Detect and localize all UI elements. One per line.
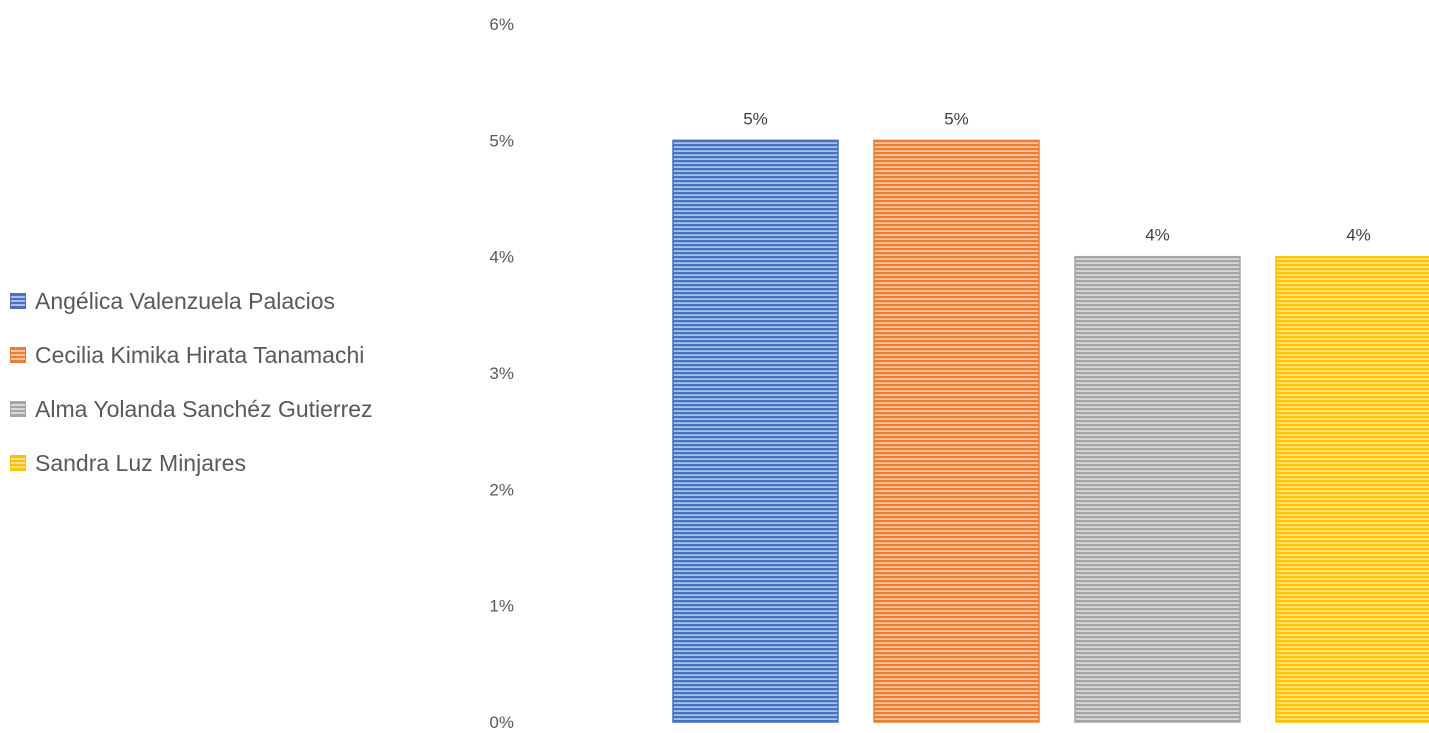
y-tick-label: 6% <box>489 15 514 34</box>
legend-label: Sandra Luz Minjares <box>35 449 246 476</box>
y-tick-label: 1% <box>489 597 514 616</box>
data-label: 5% <box>743 109 768 128</box>
legend-label: Cecilia Kimika Hirata Tanamachi <box>35 341 365 368</box>
legend-item: Alma Yolanda Sanchéz Gutierrez <box>10 382 373 436</box>
legend-swatch <box>10 455 26 471</box>
y-tick-label: 3% <box>489 364 514 383</box>
legend-label: Alma Yolanda Sanchéz Gutierrez <box>35 395 373 422</box>
legend: Angélica Valenzuela Palacios Cecilia Kimi… <box>10 274 373 490</box>
legend-item: Sandra Luz Minjares <box>10 436 373 490</box>
legend-item: Angélica Valenzuela Palacios <box>10 274 373 328</box>
data-label: 5% <box>944 109 969 128</box>
bar <box>1275 255 1429 723</box>
bar <box>1074 255 1241 723</box>
bars <box>672 139 1429 723</box>
y-tick-label: 4% <box>489 248 514 267</box>
bar <box>672 139 839 723</box>
data-labels: 5% 5% 4% 4% <box>743 109 1371 244</box>
y-tick-label: 0% <box>489 713 514 732</box>
legend-swatch <box>10 401 26 417</box>
y-axis: 0% 1% 2% 3% 4% 5% 6% <box>489 15 514 732</box>
data-label: 4% <box>1145 226 1170 245</box>
legend-label: Angélica Valenzuela Palacios <box>35 287 336 314</box>
y-tick-label: 5% <box>489 131 514 150</box>
y-tick-label: 2% <box>489 480 514 499</box>
bar <box>873 139 1040 723</box>
legend-swatch <box>10 293 26 309</box>
legend-swatch <box>10 347 26 363</box>
data-label: 4% <box>1346 226 1371 245</box>
legend-item: Cecilia Kimika Hirata Tanamachi <box>10 328 373 382</box>
